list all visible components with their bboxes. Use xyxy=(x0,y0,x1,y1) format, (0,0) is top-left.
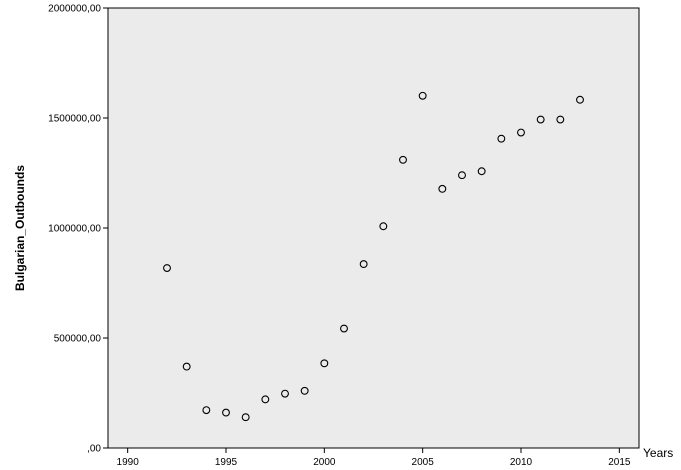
data-point xyxy=(576,95,584,104)
x-tick-label: 2015 xyxy=(608,457,631,468)
data-point xyxy=(359,260,368,269)
y-tick-label: 1500000,00 xyxy=(48,114,101,125)
data-point xyxy=(477,167,486,176)
data-point xyxy=(418,91,427,100)
y-tick-label: 1000000,00 xyxy=(48,224,101,235)
data-point xyxy=(536,115,545,124)
data-points xyxy=(163,91,584,422)
data-point xyxy=(497,134,506,143)
y-tick-label: ,00 xyxy=(87,444,101,455)
x-axis: 1990 1995 2000 2005 2010 2015 xyxy=(117,448,631,468)
plot-area xyxy=(107,7,640,449)
x-tick-label: 2000 xyxy=(313,457,336,468)
data-point xyxy=(281,389,289,398)
x-axis-title: Years xyxy=(643,446,673,460)
data-point xyxy=(202,406,211,415)
data-point xyxy=(300,386,309,395)
data-point xyxy=(163,264,171,272)
data-point xyxy=(182,362,191,371)
data-point xyxy=(261,395,270,404)
data-point xyxy=(556,115,565,124)
y-axis-title: Bulgarian_Outbounds xyxy=(13,165,27,291)
x-tick-label: 1990 xyxy=(117,457,140,468)
data-point xyxy=(340,324,348,333)
x-tick-label: 2005 xyxy=(412,457,435,468)
data-point xyxy=(458,171,466,180)
data-point xyxy=(379,222,388,231)
data-point xyxy=(399,155,407,164)
y-axis: ,00 500000,00 1000000,00 1500000,00 2000000,… xyxy=(48,4,108,455)
data-point xyxy=(438,184,447,193)
data-point xyxy=(241,413,250,422)
y-tick-label: 2000000,00 xyxy=(48,4,101,15)
x-tick-label: 2010 xyxy=(510,457,533,468)
x-tick-label: 1995 xyxy=(215,457,238,468)
data-point xyxy=(222,408,230,417)
y-tick-label: 500000,00 xyxy=(54,334,102,345)
data-point xyxy=(320,359,329,368)
data-point xyxy=(517,128,525,137)
